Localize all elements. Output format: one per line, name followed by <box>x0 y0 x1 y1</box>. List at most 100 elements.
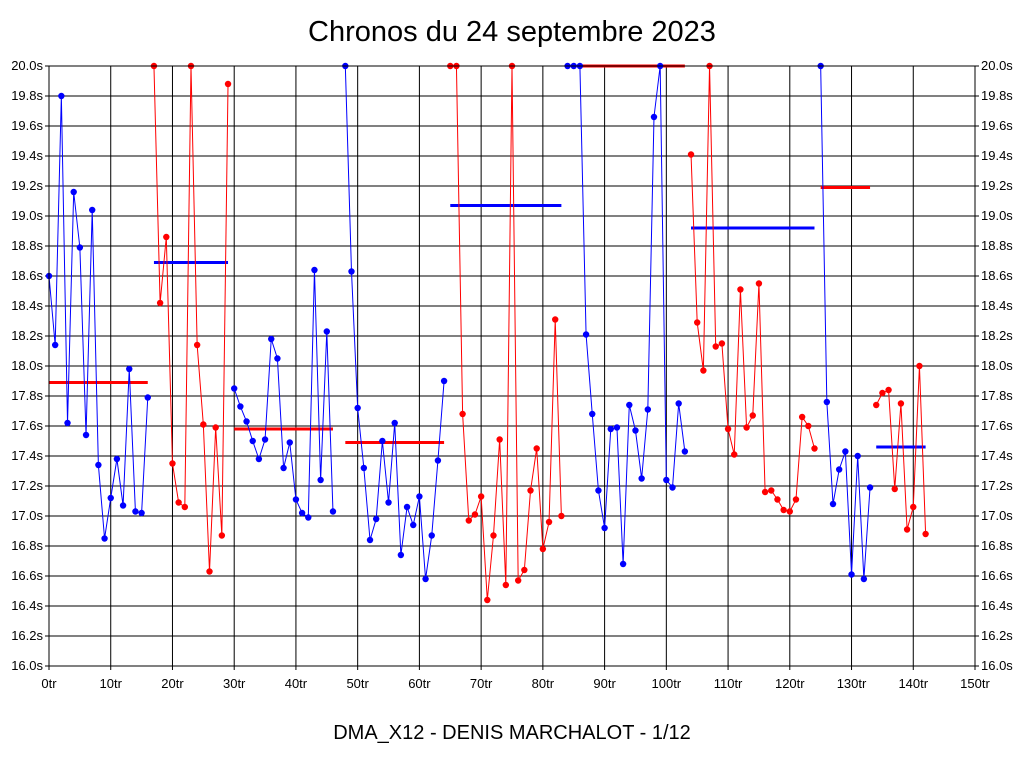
y-tick-label: 17.6s <box>11 418 43 433</box>
series <box>687 62 818 515</box>
data-point <box>595 487 602 494</box>
data-point <box>891 485 898 493</box>
data-point <box>780 506 787 514</box>
data-point <box>305 514 312 521</box>
data-point <box>138 509 145 517</box>
data-point <box>51 341 59 349</box>
data-point <box>558 512 565 520</box>
data-point <box>613 424 621 431</box>
series-line <box>820 65 871 580</box>
y-tick-label: 18.2s <box>11 328 43 343</box>
series-line <box>48 95 149 539</box>
data-point <box>181 503 189 511</box>
data-point <box>298 509 306 517</box>
data-point <box>440 377 448 385</box>
data-point <box>545 518 553 526</box>
data-point <box>521 566 528 574</box>
series <box>817 62 874 583</box>
data-point <box>829 500 837 508</box>
grid-lines <box>45 65 979 670</box>
data-point <box>218 532 226 539</box>
data-point <box>422 575 429 583</box>
plot-frame <box>48 65 976 667</box>
data-point <box>854 452 861 460</box>
y-tick-label: 18.4s <box>981 298 1013 313</box>
data-point <box>82 431 90 439</box>
data-point <box>169 460 176 467</box>
y-tick-label: 19.8s <box>11 88 43 103</box>
data-point <box>391 419 398 427</box>
data-point <box>490 532 497 539</box>
x-tick-label: 110tr <box>714 676 743 691</box>
data-point <box>379 437 386 445</box>
series <box>231 266 337 521</box>
data-point <box>910 503 917 511</box>
data-point <box>101 535 108 542</box>
y-tick-label: 18.0s <box>11 358 43 373</box>
series <box>150 62 232 575</box>
data-point <box>200 421 207 428</box>
data-point <box>175 499 182 506</box>
data-point <box>385 499 392 506</box>
data-point <box>360 464 368 472</box>
data-point <box>243 418 250 425</box>
y-tick-label: 18.0s <box>981 358 1013 373</box>
data-point <box>835 466 843 473</box>
data-point <box>64 419 71 427</box>
chart-title: Chronos du 24 septembre 2023 <box>308 16 716 48</box>
data-point <box>268 335 275 343</box>
data-point <box>687 151 695 158</box>
data-point <box>743 424 750 431</box>
data-point <box>552 316 559 323</box>
y-tick-label: 18.8s <box>11 238 43 253</box>
x-tick-label: 130tr <box>837 676 867 691</box>
data-point <box>527 487 534 494</box>
data-point <box>206 568 213 575</box>
data-point <box>737 286 744 293</box>
data-point <box>922 530 929 538</box>
data-point <box>805 422 812 430</box>
data-point <box>786 508 793 515</box>
y-tick-label: 17.2s <box>11 478 43 493</box>
y-tick-label: 18.8s <box>981 238 1013 253</box>
data-point <box>372 515 380 523</box>
data-point <box>879 389 886 397</box>
data-point <box>465 517 472 524</box>
data-point <box>255 455 263 463</box>
data-point <box>58 92 65 100</box>
data-point <box>496 436 503 443</box>
data-point <box>280 464 287 472</box>
y-tick-label: 19.0s <box>981 208 1013 223</box>
data-point <box>348 268 355 275</box>
data-point <box>261 436 269 443</box>
data-point <box>848 571 855 578</box>
data-point <box>156 299 164 307</box>
data-point <box>761 488 769 496</box>
data-point <box>459 410 466 418</box>
y-tick-label: 19.8s <box>981 88 1013 103</box>
data-point <box>132 508 139 515</box>
y-tick-label: 16.0s <box>981 658 1013 673</box>
data-point <box>626 401 633 409</box>
y-tick-label: 16.4s <box>11 598 43 613</box>
data-point <box>95 461 102 469</box>
data-point <box>589 410 596 418</box>
data-point <box>76 244 84 251</box>
data-point <box>774 496 781 503</box>
data-point <box>718 340 726 347</box>
y-tick-label: 17.2s <box>981 478 1013 493</box>
data-point <box>366 536 374 544</box>
y-tick-label: 19.4s <box>981 148 1013 163</box>
x-tick-label: 50tr <box>346 676 369 691</box>
x-tick-label: 0tr <box>41 676 57 691</box>
data-point <box>823 398 831 406</box>
data-point <box>126 365 133 373</box>
data-point <box>502 581 510 589</box>
y-tick-label: 17.0s <box>11 508 43 523</box>
data-point <box>311 266 318 274</box>
series-layer <box>45 62 929 604</box>
y-tick-label: 19.6s <box>11 118 43 133</box>
data-point <box>650 113 658 121</box>
data-point <box>749 412 756 419</box>
